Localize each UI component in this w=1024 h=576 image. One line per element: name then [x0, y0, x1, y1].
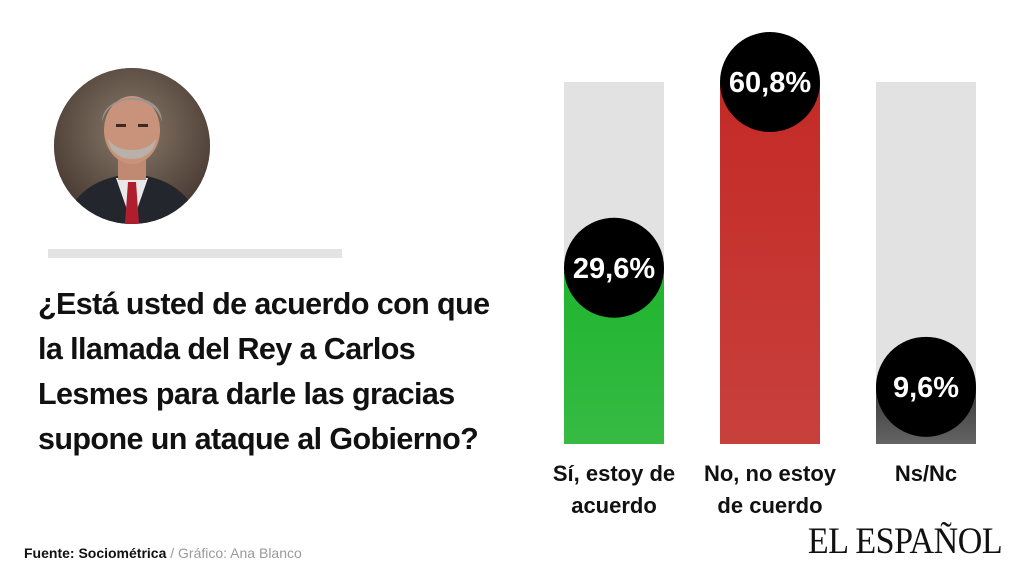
category-label-1: No, no estoy de cuerdo — [703, 461, 836, 518]
value-label-1: 60,8% — [729, 67, 811, 99]
value-label-2: 9,6% — [893, 372, 959, 404]
source-separator: / — [166, 545, 179, 561]
source-label: Fuente: Sociométrica — [24, 545, 167, 561]
value-bubble-0 — [564, 217, 664, 318]
person-portrait-icon — [54, 68, 210, 224]
category-label-0: Sí, estoy de acuerdo — [552, 461, 676, 518]
value-label-0: 29,6% — [573, 253, 655, 285]
brand-logo: EL ESPAÑOL — [807, 521, 1003, 562]
value-bubble-2 — [876, 336, 976, 437]
source-line: Fuente: Sociométrica / Gráfico: Ana Blan… — [24, 545, 302, 561]
bar-chart: 29,6% 60,8% 9,6% Sí, estoy de acuerdo No, n… — [540, 0, 1010, 530]
portrait-photo — [54, 68, 210, 224]
question-text: ¿Está usted de acuerdo con que la llamad… — [38, 287, 490, 456]
chart-svg: 29,6% 60,8% 9,6% — [564, 32, 976, 444]
value-bubble-1 — [720, 32, 820, 132]
bar-1 — [720, 82, 820, 444]
source-credit: Gráfico: Ana Blanco — [178, 545, 302, 561]
category-label-2: Ns/Nc — [894, 461, 958, 486]
divider-bar — [48, 249, 342, 258]
